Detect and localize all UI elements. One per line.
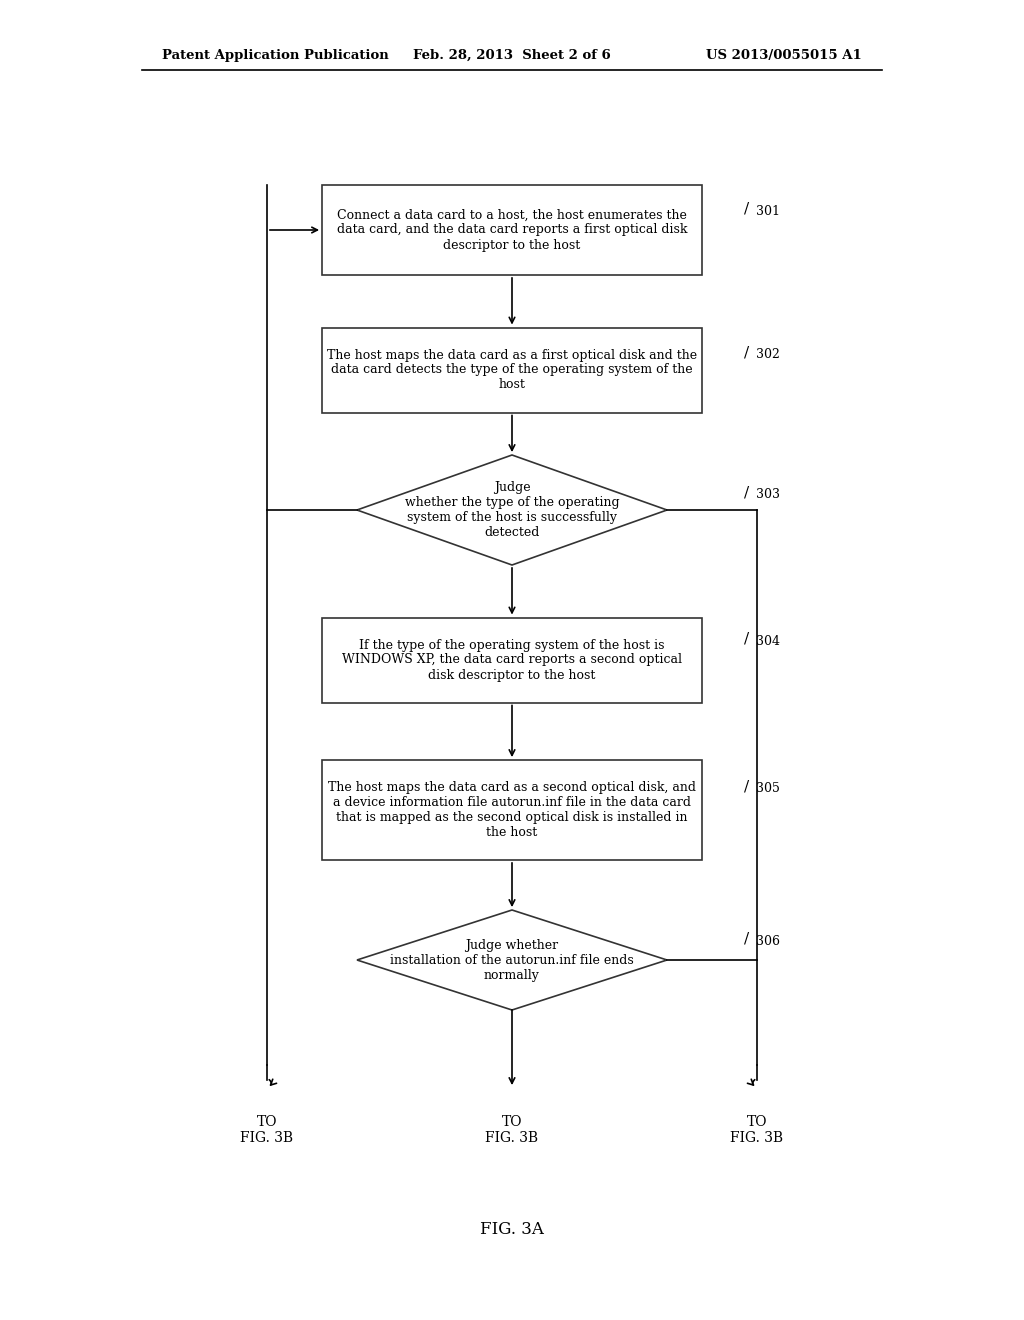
Text: Connect a data card to a host, the host enumerates the
data card, and the data c: Connect a data card to a host, the host … — [337, 209, 687, 252]
Text: 302: 302 — [756, 348, 780, 360]
Text: The host maps the data card as a first optical disk and the
data card detects th: The host maps the data card as a first o… — [327, 348, 697, 392]
Text: 304: 304 — [756, 635, 780, 648]
Text: 301: 301 — [756, 205, 780, 218]
Text: 303: 303 — [756, 488, 780, 502]
FancyBboxPatch shape — [322, 327, 702, 412]
FancyBboxPatch shape — [322, 185, 702, 275]
Polygon shape — [357, 455, 667, 565]
Text: Judge
whether the type of the operating
system of the host is successfully
detec: Judge whether the type of the operating … — [404, 480, 620, 539]
Text: /: / — [744, 932, 750, 946]
Text: /: / — [744, 202, 750, 216]
Text: /: / — [744, 484, 750, 499]
FancyBboxPatch shape — [322, 618, 702, 702]
Text: Judge whether
installation of the autorun.inf file ends
normally: Judge whether installation of the autoru… — [390, 939, 634, 982]
Text: /: / — [744, 345, 750, 359]
Text: TO
FIG. 3B: TO FIG. 3B — [485, 1115, 539, 1146]
Text: 305: 305 — [756, 781, 780, 795]
Text: FIG. 3A: FIG. 3A — [480, 1221, 544, 1238]
Text: 306: 306 — [756, 935, 780, 948]
Text: /: / — [744, 632, 750, 645]
Text: /: / — [744, 779, 750, 793]
Text: TO
FIG. 3B: TO FIG. 3B — [241, 1115, 294, 1146]
Text: Feb. 28, 2013  Sheet 2 of 6: Feb. 28, 2013 Sheet 2 of 6 — [413, 49, 611, 62]
Text: The host maps the data card as a second optical disk, and
a device information f: The host maps the data card as a second … — [328, 781, 696, 840]
Polygon shape — [357, 909, 667, 1010]
Text: Patent Application Publication: Patent Application Publication — [162, 49, 389, 62]
Text: US 2013/0055015 A1: US 2013/0055015 A1 — [707, 49, 862, 62]
Text: TO
FIG. 3B: TO FIG. 3B — [730, 1115, 783, 1146]
Text: If the type of the operating system of the host is
WINDOWS XP, the data card rep: If the type of the operating system of t… — [342, 639, 682, 681]
FancyBboxPatch shape — [322, 760, 702, 861]
